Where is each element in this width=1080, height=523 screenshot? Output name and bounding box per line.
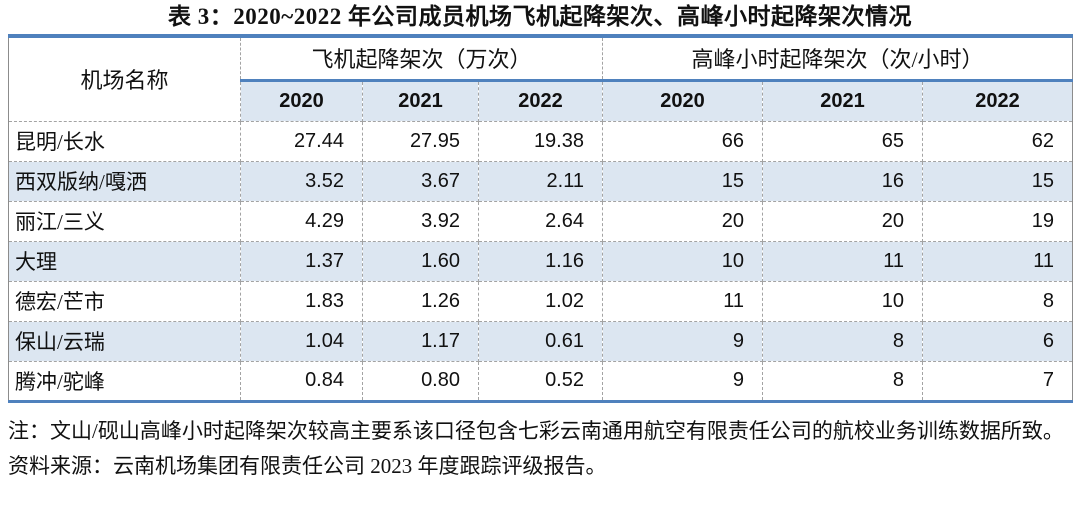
- airport-name-cell: 西双版纳/嘎洒: [8, 160, 241, 202]
- value-cell: 2.64: [478, 200, 603, 242]
- value-cell: 0.84: [240, 360, 363, 402]
- airport-name-cell: 大理: [8, 240, 241, 282]
- value-cell: 8: [762, 360, 923, 402]
- year-header-row: 2020 2021 2022 2020 2021 2022: [9, 78, 1074, 122]
- value-cell: 20: [762, 200, 923, 242]
- note-line: 注：文山/砚山高峰小时起降架次较高主要系该口径包含七彩云南通用航空有限责任公司的…: [8, 418, 1064, 443]
- airport-name-cell: 昆明/长水: [8, 120, 241, 162]
- year-header-takeoffs-2020: 2020: [240, 78, 363, 122]
- value-cell: 1.16: [478, 240, 603, 282]
- table-row: 腾冲/驼峰 0.84 0.80 0.52 9 8 7: [8, 360, 1074, 402]
- table-body: 昆明/长水 27.44 27.95 19.38 66 65 62 西双版纳/嘎洒 3.52 3.6…: [8, 120, 1074, 402]
- year-header-peak-2020: 2020: [602, 78, 763, 122]
- group-header-row: 机场名称 飞机起降架次（万次） 高峰小时起降架次（次/小时）: [8, 35, 1074, 122]
- value-cell: 15: [602, 160, 763, 202]
- table-row: 保山/云瑞 1.04 1.17 0.61 9 8 6: [8, 320, 1074, 362]
- value-cell: 1.37: [240, 240, 363, 282]
- table-notes: 注：文山/砚山高峰小时起降架次较高主要系该口径包含七彩云南通用航空有限责任公司的…: [8, 414, 1070, 484]
- airport-name-cell: 德宏/芒市: [8, 280, 241, 322]
- table-row: 西双版纳/嘎洒 3.52 3.67 2.11 15 16 15: [8, 160, 1074, 202]
- value-cell: 9: [602, 360, 763, 402]
- value-cell: 7: [921, 360, 1074, 402]
- year-header-peak-2021: 2021: [762, 78, 923, 122]
- value-cell: 0.80: [362, 360, 479, 402]
- value-cell: 20: [602, 200, 763, 242]
- table-row: 丽江/三义 4.29 3.92 2.64 20 20 19: [8, 200, 1074, 242]
- value-cell: 11: [921, 240, 1074, 282]
- table-row: 昆明/长水 27.44 27.95 19.38 66 65 62: [8, 120, 1074, 162]
- group-header-takeoffs: 飞机起降架次（万次）: [240, 35, 603, 81]
- value-cell: 19: [921, 200, 1074, 242]
- value-cell: 6: [921, 320, 1074, 362]
- airport-operations-table: 机场名称 飞机起降架次（万次） 高峰小时起降架次（次/小时） 2020 2021…: [8, 34, 1074, 403]
- value-cell: 1.60: [362, 240, 479, 282]
- value-cell: 16: [762, 160, 923, 202]
- value-cell: 11: [602, 280, 763, 322]
- value-cell: 0.52: [478, 360, 603, 402]
- airport-name-cell: 保山/云瑞: [8, 320, 241, 362]
- table-title: 表 3：2020~2022 年公司成员机场飞机起降架次、高峰小时起降架次情况: [168, 4, 912, 29]
- year-header-takeoffs-2022: 2022: [478, 78, 603, 122]
- value-cell: 1.17: [362, 320, 479, 362]
- value-cell: 8: [762, 320, 923, 362]
- group-header-peak-hour: 高峰小时起降架次（次/小时）: [601, 35, 1074, 81]
- value-cell: 62: [921, 120, 1074, 162]
- value-cell: 10: [762, 280, 923, 322]
- value-cell: 2.11: [478, 160, 603, 202]
- value-cell: 8: [921, 280, 1074, 322]
- value-cell: 15: [921, 160, 1074, 202]
- value-cell: 3.67: [362, 160, 479, 202]
- value-cell: 9: [602, 320, 763, 362]
- year-header-takeoffs-2021: 2021: [362, 78, 479, 122]
- table-row: 大理 1.37 1.60 1.16 10 11 11: [8, 240, 1074, 282]
- value-cell: 1.83: [240, 280, 363, 322]
- airport-name-cell: 丽江/三义: [8, 200, 241, 242]
- value-cell: 66: [602, 120, 763, 162]
- value-cell: 10: [602, 240, 763, 282]
- value-cell: 65: [762, 120, 923, 162]
- value-cell: 3.92: [362, 200, 479, 242]
- value-cell: 11: [762, 240, 923, 282]
- table-row: 德宏/芒市 1.83 1.26 1.02 11 10 8: [8, 280, 1074, 322]
- source-line: 资料来源：云南机场集团有限责任公司 2023 年度跟踪评级报告。: [8, 453, 607, 478]
- value-cell: 27.95: [362, 120, 479, 162]
- value-cell: 1.26: [362, 280, 479, 322]
- value-cell: 4.29: [240, 200, 363, 242]
- value-cell: 3.52: [240, 160, 363, 202]
- airport-name-cell: 腾冲/驼峰: [8, 360, 241, 402]
- value-cell: 19.38: [478, 120, 603, 162]
- airport-name-header: 机场名称: [8, 35, 241, 122]
- value-cell: 1.02: [478, 280, 603, 322]
- value-cell: 0.61: [478, 320, 603, 362]
- year-header-peak-2022: 2022: [921, 78, 1074, 122]
- value-cell: 27.44: [240, 120, 363, 162]
- value-cell: 1.04: [240, 320, 363, 362]
